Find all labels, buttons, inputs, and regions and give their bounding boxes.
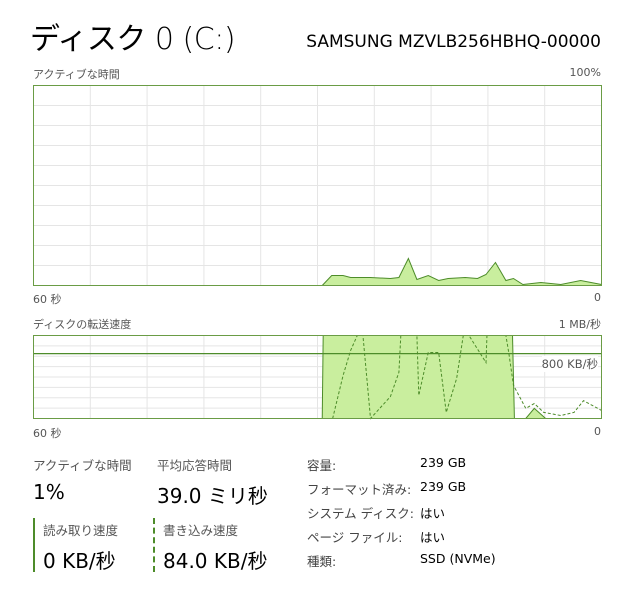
property-value: 239 GB <box>420 479 467 494</box>
transfer-chart-time-left: 60 秒 <box>33 427 62 440</box>
series-area <box>322 258 602 286</box>
active-chart-time-left: 60 秒 <box>33 293 62 306</box>
reference-line-label: 800 KB/秒 <box>541 356 598 372</box>
disk-model: SAMSUNG MZVLB256HBHQ-00000 <box>306 32 601 52</box>
write-speed-label: 書き込み速度 <box>163 523 239 538</box>
transfer-chart-time-right: 0 <box>594 425 601 438</box>
transfer-chart-label: ディスクの転送速度 <box>33 318 132 331</box>
write-speed-value: 84.0 KB/秒 <box>163 549 268 573</box>
transfer-chart-max: 1 MB/秒 <box>558 318 601 331</box>
read-speed-block: 読み取り速度 0 KB/秒 <box>33 518 119 573</box>
property-label: 容量: <box>307 458 337 473</box>
property-label: システム ディスク: <box>307 506 414 521</box>
write-series-line <box>332 335 602 420</box>
response-time-value: 39.0 ミリ秒 <box>157 484 268 508</box>
property-label: ページ ファイル: <box>307 530 403 545</box>
chart-border <box>33 335 602 419</box>
property-value: はい <box>420 530 446 545</box>
property-value: 239 GB <box>420 455 467 470</box>
response-time-label: 平均応答時間 <box>157 458 233 473</box>
active-chart-label: アクティブな時間 <box>33 68 120 81</box>
series-area <box>322 335 602 419</box>
property-value: はい <box>420 506 446 521</box>
active-chart-max: 100% <box>569 66 601 79</box>
read-speed-value: 0 KB/秒 <box>43 549 116 573</box>
transfer-rate-chart <box>33 335 602 420</box>
write-speed-block: 書き込み速度 84.0 KB/秒 <box>153 518 268 573</box>
series-line <box>321 257 602 286</box>
property-label: 種類: <box>307 554 337 569</box>
property-value: SSD (NVMe) <box>420 551 496 566</box>
page-title: ディスク 0 (C:) <box>30 22 236 57</box>
active-time-label: アクティブな時間 <box>33 458 132 473</box>
active-time-value: 1% <box>33 480 65 504</box>
active-chart-time-right: 0 <box>594 291 601 304</box>
read-speed-label: 読み取り速度 <box>43 523 119 538</box>
chart-border <box>33 85 602 286</box>
active-time-chart <box>33 85 602 286</box>
property-label: フォーマット済み: <box>307 482 412 497</box>
